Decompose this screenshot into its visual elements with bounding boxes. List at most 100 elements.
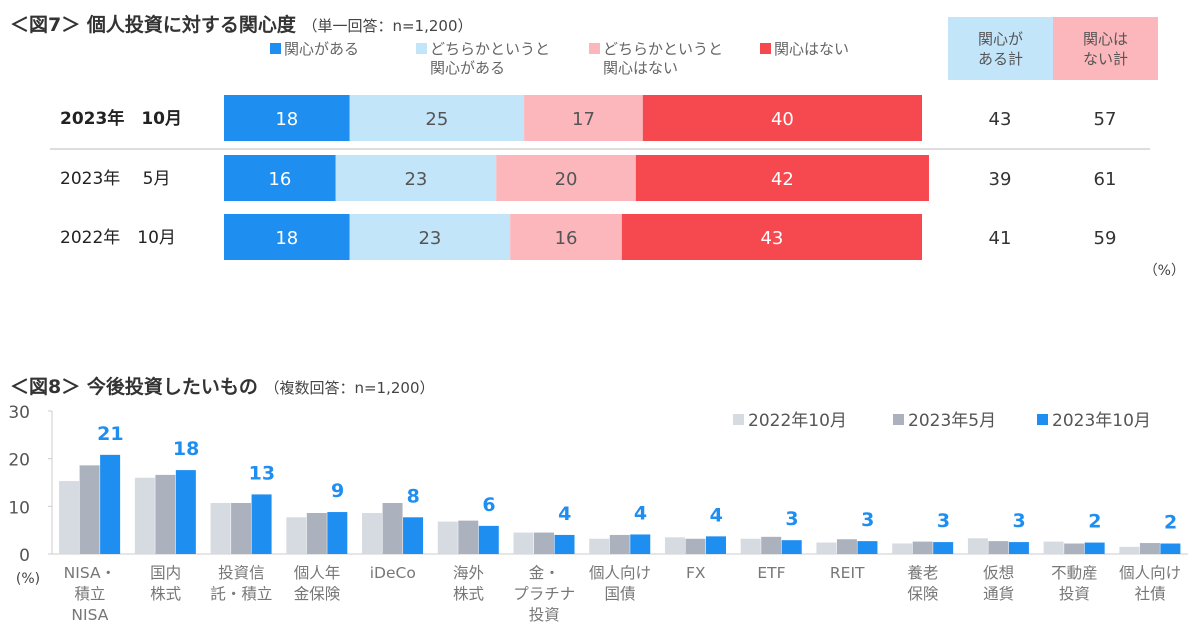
bar: [685, 538, 706, 554]
bar: [589, 538, 610, 554]
data-label: 4: [710, 504, 723, 526]
bar: [609, 534, 630, 554]
fig7-title-text: ＜図7＞ 個人投資に対する関心度: [10, 14, 296, 36]
data-label: 8: [407, 485, 420, 507]
x-tick-label: 金保険: [294, 585, 341, 603]
total-value: 57: [1094, 109, 1117, 130]
x-tick-label: 金・: [529, 564, 560, 582]
x-tick-label: 投資: [529, 606, 560, 624]
bar: [79, 465, 100, 554]
bar: [761, 536, 782, 554]
data-label: 9: [331, 480, 344, 502]
bar-value-label: 20: [555, 169, 578, 190]
fig8-title: ＜図8＞ 今後投資したいもの （複数回答：n=1,200）: [10, 372, 435, 399]
y-tick-label: 0: [19, 546, 30, 566]
y-tick-label: 10: [8, 498, 30, 518]
bar-value-label: 43: [760, 228, 783, 249]
data-label: 18: [173, 438, 199, 460]
data-label: 6: [482, 494, 495, 516]
legend-swatch: [1037, 414, 1048, 425]
totals-header: 関心が ある計: [948, 17, 1053, 80]
bar: [175, 470, 196, 554]
bar: [1008, 542, 1029, 554]
bar-value-label: 18: [275, 228, 298, 249]
legend-swatch: [733, 414, 744, 425]
data-label: 4: [634, 502, 647, 524]
bar-value-label: 23: [404, 169, 427, 190]
bar: [857, 541, 878, 554]
x-tick-label: 仮想: [983, 564, 1014, 582]
y-tick-label: 20: [8, 451, 30, 471]
bar: [1139, 543, 1160, 554]
bar-segment: [635, 155, 929, 201]
x-tick-label: 個人年: [294, 564, 341, 582]
data-label: 4: [558, 503, 571, 525]
bar: [1064, 543, 1085, 554]
total-value: 43: [989, 109, 1012, 130]
x-tick-label: 養老: [907, 564, 938, 582]
fig7-title: ＜図7＞ 個人投資に対する関心度 （単一回答：n=1,200）: [10, 10, 473, 37]
bar-value-label: 23: [418, 228, 441, 249]
bar: [59, 481, 80, 554]
x-tick-label: 通貨: [983, 585, 1014, 603]
bar: [554, 534, 575, 554]
data-label: 3: [1013, 510, 1026, 532]
x-tick-label: 託・積立: [210, 585, 272, 603]
legend-item: 関心がある: [270, 40, 359, 59]
data-label: 21: [97, 423, 123, 445]
x-tick-label: 株式: [150, 585, 181, 603]
bar: [134, 477, 155, 554]
x-tick-label: 海外: [453, 564, 484, 582]
total-value: 61: [1094, 169, 1117, 190]
total-value: 41: [989, 228, 1012, 249]
legend-label: 2022年10月: [748, 411, 847, 431]
bar-value-label: 18: [275, 109, 298, 130]
legend-item: どちらかというと 関心がある: [416, 40, 550, 78]
bar: [306, 513, 327, 554]
bar: [1043, 541, 1064, 554]
unit-label: （%）: [1144, 263, 1185, 279]
total-value: 59: [1094, 228, 1117, 249]
x-tick-label: 国内: [150, 564, 181, 582]
bar-segment: [224, 95, 350, 141]
bar: [478, 525, 499, 554]
x-tick-label: 積立: [74, 585, 105, 603]
x-tick-label: 投資: [1059, 585, 1090, 603]
x-tick-label: 不動産: [1051, 564, 1098, 582]
x-tick-label: 保険: [907, 585, 939, 603]
fig7-chart: 2023年 10月 18 25 17 40 43 57 2023年 5月 16 23 20 42 39 6…: [50, 95, 1185, 279]
total-value: 39: [989, 169, 1012, 190]
bar-value-label: 40: [771, 109, 794, 130]
bar: [100, 454, 121, 554]
bar: [362, 513, 383, 554]
fig8-title-text: ＜図8＞ 今後投資したいもの: [10, 376, 258, 398]
bar-value-label: 16: [268, 169, 291, 190]
bar: [967, 538, 988, 554]
y-tick-label: 30: [8, 403, 30, 423]
data-label: 2: [1164, 512, 1177, 534]
legend-label: どちらかというと 関心がある: [430, 40, 551, 77]
bar: [630, 534, 651, 554]
legend-label: 2023年5月: [908, 411, 996, 431]
row-label: 2023年 10月: [60, 108, 182, 129]
x-tick-label: 社債: [1135, 585, 1166, 603]
bar: [705, 536, 726, 554]
x-tick-label: プラチナ: [513, 585, 575, 603]
legend-item: どちらかというと 関心はない: [589, 40, 723, 78]
bar: [933, 542, 954, 554]
x-tick-label: REIT: [830, 564, 865, 582]
bar-value-label: 25: [425, 109, 448, 130]
x-tick-label: FX: [686, 564, 706, 582]
bar: [816, 542, 837, 554]
fig8-subtitle: （複数回答：n=1,200）: [264, 379, 435, 397]
bar: [155, 474, 176, 554]
x-tick-label: NISA: [71, 606, 108, 624]
fig7-subtitle: （単一回答：n=1,200）: [302, 17, 473, 35]
x-tick-label: NISA・: [64, 564, 116, 582]
legend-label: 2023年10月: [1052, 411, 1151, 431]
bar: [781, 540, 802, 554]
bar: [1160, 543, 1181, 554]
legend-swatch: [270, 43, 281, 54]
